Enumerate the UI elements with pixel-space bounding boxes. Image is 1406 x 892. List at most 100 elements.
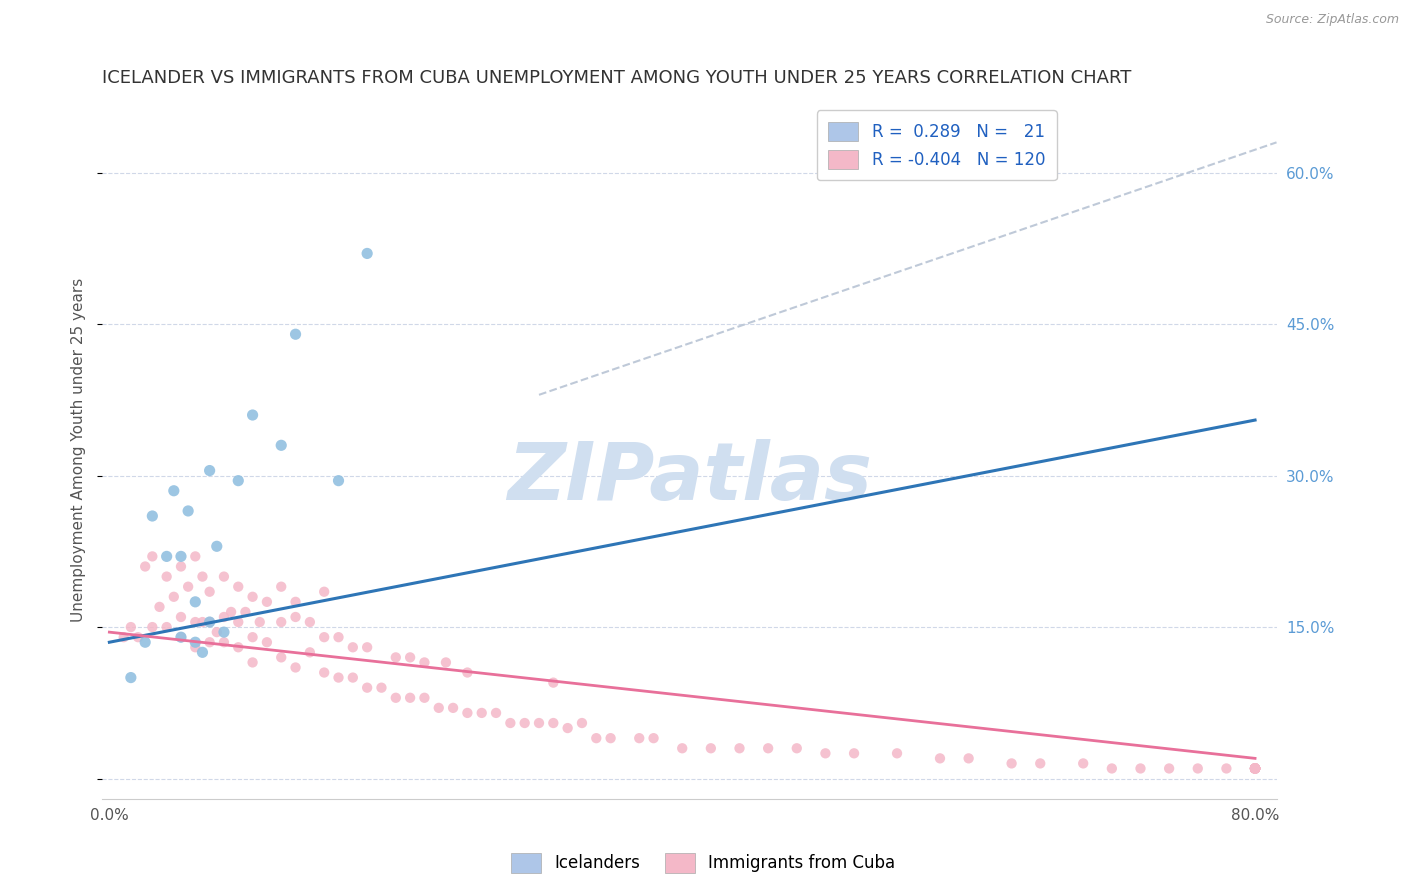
Point bbox=[1244, 762, 1267, 776]
Point bbox=[1244, 762, 1267, 776]
Point bbox=[814, 747, 837, 761]
Point bbox=[929, 751, 952, 765]
Point bbox=[1244, 762, 1267, 776]
Legend: R =  0.289   N =   21, R = -0.404   N = 120: R = 0.289 N = 21, R = -0.404 N = 120 bbox=[817, 111, 1057, 180]
Point bbox=[513, 716, 536, 731]
Point bbox=[198, 584, 221, 599]
Point bbox=[141, 549, 163, 564]
Point bbox=[212, 635, 235, 649]
Point bbox=[198, 635, 221, 649]
Point bbox=[226, 580, 249, 594]
Point bbox=[700, 741, 723, 756]
Text: ZIPatlas: ZIPatlas bbox=[508, 439, 872, 517]
Point bbox=[356, 640, 378, 655]
Point bbox=[356, 681, 378, 695]
Point bbox=[786, 741, 808, 756]
Point bbox=[399, 690, 422, 705]
Point bbox=[842, 747, 865, 761]
Point bbox=[543, 675, 565, 690]
Point bbox=[270, 438, 292, 452]
Point bbox=[235, 605, 257, 619]
Point bbox=[1244, 762, 1267, 776]
Point bbox=[219, 605, 242, 619]
Point bbox=[1129, 762, 1152, 776]
Point bbox=[1244, 762, 1267, 776]
Point bbox=[170, 610, 193, 624]
Point bbox=[156, 569, 179, 583]
Point bbox=[270, 580, 292, 594]
Point bbox=[148, 599, 170, 614]
Point bbox=[120, 671, 142, 685]
Point bbox=[599, 731, 621, 746]
Point bbox=[1244, 762, 1267, 776]
Point bbox=[191, 569, 214, 583]
Point bbox=[328, 671, 350, 685]
Point bbox=[270, 650, 292, 665]
Point bbox=[1244, 762, 1267, 776]
Point bbox=[1244, 762, 1267, 776]
Point bbox=[527, 716, 550, 731]
Point bbox=[471, 706, 494, 720]
Point bbox=[1244, 762, 1267, 776]
Point bbox=[957, 751, 980, 765]
Point bbox=[1244, 762, 1267, 776]
Point bbox=[1159, 762, 1181, 776]
Y-axis label: Unemployment Among Youth under 25 years: Unemployment Among Youth under 25 years bbox=[72, 278, 86, 623]
Point bbox=[434, 656, 457, 670]
Point bbox=[212, 625, 235, 640]
Point bbox=[1244, 762, 1267, 776]
Point bbox=[571, 716, 593, 731]
Point bbox=[170, 630, 193, 644]
Point bbox=[205, 539, 228, 553]
Point bbox=[134, 559, 156, 574]
Point bbox=[1244, 762, 1267, 776]
Point bbox=[242, 656, 264, 670]
Point bbox=[298, 615, 321, 629]
Point bbox=[413, 656, 436, 670]
Point bbox=[643, 731, 665, 746]
Point bbox=[671, 741, 693, 756]
Point bbox=[170, 559, 193, 574]
Point bbox=[1101, 762, 1123, 776]
Point bbox=[184, 595, 207, 609]
Point bbox=[249, 615, 271, 629]
Point bbox=[256, 595, 278, 609]
Point bbox=[441, 701, 464, 715]
Point bbox=[886, 747, 908, 761]
Point bbox=[427, 701, 450, 715]
Point bbox=[456, 665, 478, 680]
Point bbox=[314, 584, 336, 599]
Point bbox=[284, 595, 307, 609]
Point bbox=[141, 620, 163, 634]
Point bbox=[198, 464, 221, 478]
Point bbox=[112, 630, 135, 644]
Point bbox=[485, 706, 508, 720]
Point bbox=[270, 615, 292, 629]
Point bbox=[170, 630, 193, 644]
Point bbox=[284, 660, 307, 674]
Point bbox=[314, 665, 336, 680]
Point bbox=[728, 741, 751, 756]
Point bbox=[1244, 762, 1267, 776]
Point bbox=[284, 327, 307, 342]
Point bbox=[198, 615, 221, 629]
Point bbox=[226, 615, 249, 629]
Point bbox=[1215, 762, 1237, 776]
Point bbox=[177, 504, 200, 518]
Point bbox=[628, 731, 651, 746]
Text: ICELANDER VS IMMIGRANTS FROM CUBA UNEMPLOYMENT AMONG YOUTH UNDER 25 YEARS CORREL: ICELANDER VS IMMIGRANTS FROM CUBA UNEMPL… bbox=[103, 69, 1132, 87]
Point bbox=[1244, 762, 1267, 776]
Point bbox=[242, 408, 264, 422]
Point bbox=[177, 580, 200, 594]
Point bbox=[328, 474, 350, 488]
Point bbox=[163, 483, 186, 498]
Point bbox=[499, 716, 522, 731]
Point bbox=[127, 630, 149, 644]
Point bbox=[1071, 756, 1094, 771]
Point bbox=[342, 671, 364, 685]
Point bbox=[1187, 762, 1209, 776]
Point bbox=[543, 716, 565, 731]
Point bbox=[328, 630, 350, 644]
Text: Source: ZipAtlas.com: Source: ZipAtlas.com bbox=[1265, 13, 1399, 27]
Point bbox=[212, 610, 235, 624]
